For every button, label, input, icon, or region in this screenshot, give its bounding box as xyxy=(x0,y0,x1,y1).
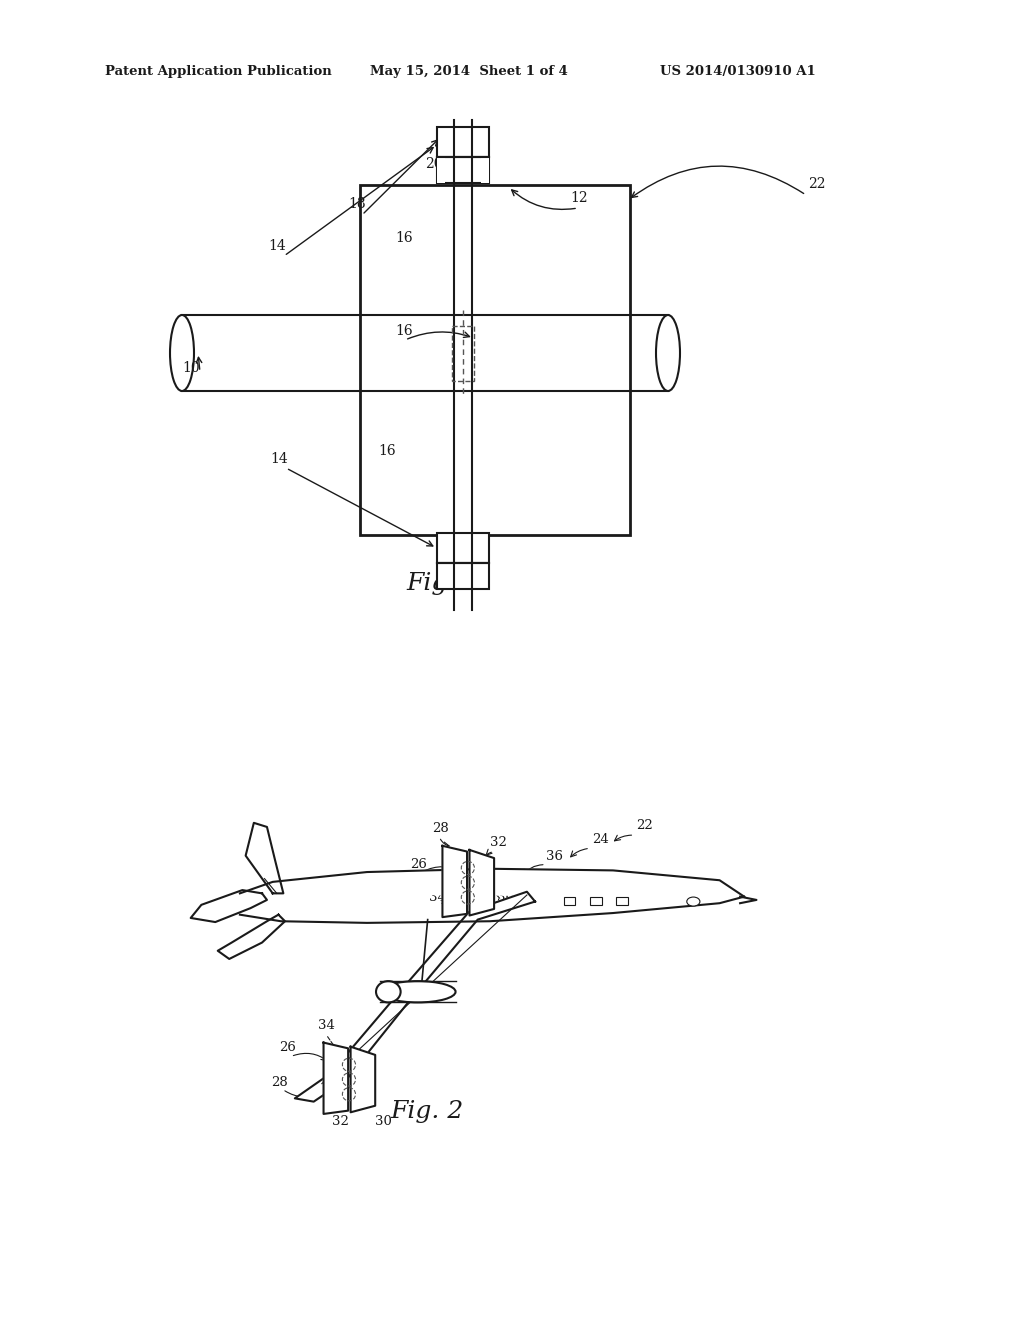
Ellipse shape xyxy=(376,981,400,1002)
Text: 30: 30 xyxy=(375,1114,392,1127)
Bar xyxy=(564,898,575,904)
Polygon shape xyxy=(190,890,267,923)
Text: 12: 12 xyxy=(570,191,588,205)
Text: 16: 16 xyxy=(395,231,413,246)
Text: 14: 14 xyxy=(268,239,286,253)
Text: Patent Application Publication: Patent Application Publication xyxy=(105,66,332,78)
Text: 32: 32 xyxy=(332,1114,348,1127)
Bar xyxy=(436,157,444,183)
Bar xyxy=(436,564,488,589)
Bar xyxy=(590,898,601,904)
Bar xyxy=(436,127,488,157)
Text: 36: 36 xyxy=(546,850,563,863)
Text: May 15, 2014  Sheet 1 of 4: May 15, 2014 Sheet 1 of 4 xyxy=(370,66,568,78)
Polygon shape xyxy=(295,892,536,1102)
Text: 28: 28 xyxy=(271,1076,288,1089)
Polygon shape xyxy=(469,850,495,916)
Ellipse shape xyxy=(656,315,680,391)
Text: 16: 16 xyxy=(378,444,395,458)
Text: Fig. 2: Fig. 2 xyxy=(390,1100,463,1123)
Polygon shape xyxy=(246,822,284,894)
Text: 26: 26 xyxy=(280,1040,296,1053)
Text: 26: 26 xyxy=(410,858,427,871)
Ellipse shape xyxy=(380,981,456,1002)
Text: 34: 34 xyxy=(428,891,445,904)
Polygon shape xyxy=(350,1047,375,1113)
Bar xyxy=(480,157,488,183)
Text: Fig. 1: Fig. 1 xyxy=(406,572,479,595)
Polygon shape xyxy=(324,1043,348,1114)
Text: 32: 32 xyxy=(490,836,507,849)
Text: 30: 30 xyxy=(497,891,513,904)
Bar xyxy=(436,157,488,183)
Text: 22: 22 xyxy=(636,820,652,833)
Text: 22: 22 xyxy=(808,177,825,191)
Text: 18: 18 xyxy=(348,197,366,211)
Text: 20: 20 xyxy=(425,157,442,172)
Polygon shape xyxy=(240,869,744,923)
Text: 10: 10 xyxy=(182,360,200,375)
Bar xyxy=(452,326,473,380)
Bar xyxy=(182,315,668,391)
Text: 24: 24 xyxy=(593,833,609,846)
Text: US 2014/0130910 A1: US 2014/0130910 A1 xyxy=(660,66,816,78)
Ellipse shape xyxy=(687,898,700,906)
Bar xyxy=(616,898,628,904)
Ellipse shape xyxy=(170,315,194,391)
Text: 14: 14 xyxy=(270,451,288,466)
Text: 28: 28 xyxy=(432,822,450,834)
Bar xyxy=(360,185,630,535)
Bar xyxy=(436,533,488,564)
Text: 16: 16 xyxy=(395,323,413,338)
Text: 34: 34 xyxy=(317,1019,335,1032)
Polygon shape xyxy=(442,846,467,917)
Polygon shape xyxy=(218,915,285,958)
